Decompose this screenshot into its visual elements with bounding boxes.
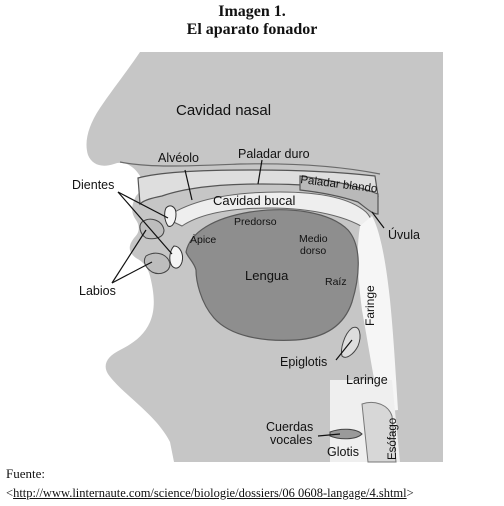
soft-palate (299, 175, 379, 215)
pharynx-airway (357, 216, 398, 412)
vocal-apparatus-diagram: Cavidad nasal Alvéolo Paladar duro Palad… (68, 52, 443, 463)
pointer-alveolo (184, 169, 193, 201)
label-uvula: Úvula (388, 227, 420, 242)
face-profile-outline (68, 52, 174, 462)
label-lengua: Lengua (245, 268, 289, 283)
tongue (185, 209, 359, 341)
label-labios: Labios (79, 284, 116, 298)
label-cavidad-bucal: Cavidad bucal (213, 193, 295, 208)
vocal-cords-shape (329, 428, 363, 440)
pointer-lines (111, 159, 385, 437)
label-medio: Medio (299, 233, 328, 245)
label-cavidad-nasal: Cavidad nasal (176, 102, 271, 119)
source-label: Fuente: (6, 466, 45, 481)
label-faringe: Faringe (363, 285, 377, 326)
upper-tooth (164, 205, 177, 227)
source-link[interactable]: http://www.linternaute.com/science/biolo… (13, 486, 407, 500)
label-esofago: Esófago (387, 418, 399, 460)
label-predorso: Predorso (234, 216, 277, 228)
lower-lip (143, 252, 171, 275)
pointer-dientes-2 (117, 191, 173, 255)
pointer-labios-2 (111, 261, 153, 284)
pointer-paladar-duro (257, 159, 263, 185)
label-paladar-duro: Paladar duro (238, 147, 310, 161)
lower-tooth (169, 245, 183, 269)
pointer-uvula (371, 211, 385, 229)
label-raiz: Raíz (325, 276, 347, 288)
pointer-dientes-1 (117, 191, 169, 219)
figure-subtitle: El aparato fonador (186, 21, 318, 38)
label-glotis: Glotis (327, 445, 359, 459)
label-apice: Ápice (190, 233, 216, 246)
label-dientes: Dientes (72, 178, 114, 192)
label-cuerdas: Cuerdas (266, 420, 313, 434)
label-alveolo: Alvéolo (158, 151, 199, 165)
esophagus-shape (361, 402, 397, 463)
pointer-cuerdas (317, 433, 341, 437)
source-close-bracket: > (406, 486, 414, 500)
label-epiglotis: Epiglotis (280, 355, 327, 369)
figure-title: Imagen 1. (218, 3, 286, 20)
label-laringe: Laringe (346, 373, 388, 387)
pointer-epiglotis (335, 339, 353, 361)
label-vocales: vocales (270, 433, 312, 447)
pointer-labios-1 (111, 229, 147, 284)
nasal-floor-outline (119, 161, 381, 175)
label-dorso: dorso (300, 245, 326, 257)
source-open-bracket: < (6, 486, 14, 500)
source-citation: <http://www.linternaute.com/science/biol… (6, 486, 414, 501)
